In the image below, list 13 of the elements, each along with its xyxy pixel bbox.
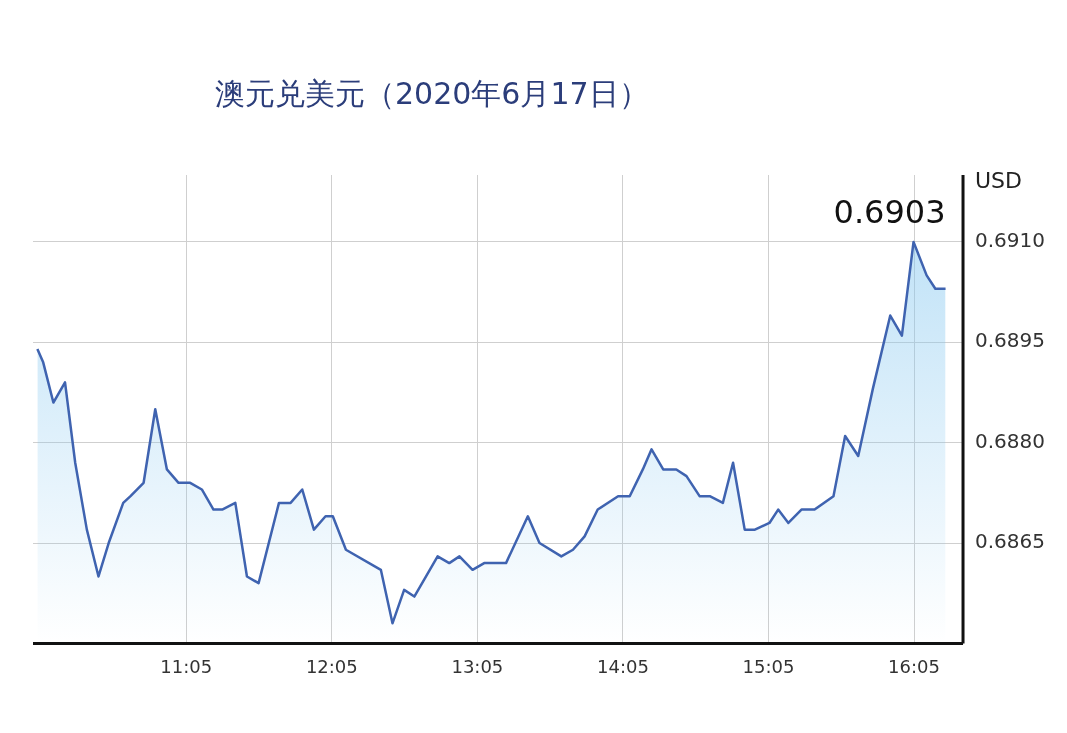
x-tick-label: 14:05	[596, 655, 649, 677]
annotation: 0.6903	[833, 193, 946, 232]
x-tick-label: 13:05	[451, 655, 504, 677]
y-tick-label: 0.6865	[975, 529, 1045, 554]
x-tick-label: 15:05	[742, 655, 795, 677]
y-axis-title: USD	[975, 167, 1023, 193]
y-tick-label: 0.6910	[975, 228, 1045, 253]
chart-title: 澳元兑美元（2020年6月17日）	[215, 75, 649, 113]
x-tick-label: 11:05	[160, 655, 213, 677]
x-tick-label: 16:05	[888, 655, 940, 677]
x-tick-label: 12:05	[305, 655, 358, 677]
y-tick-label: 0.6880	[975, 428, 1045, 453]
y-tick-label: 0.6895	[975, 328, 1045, 353]
